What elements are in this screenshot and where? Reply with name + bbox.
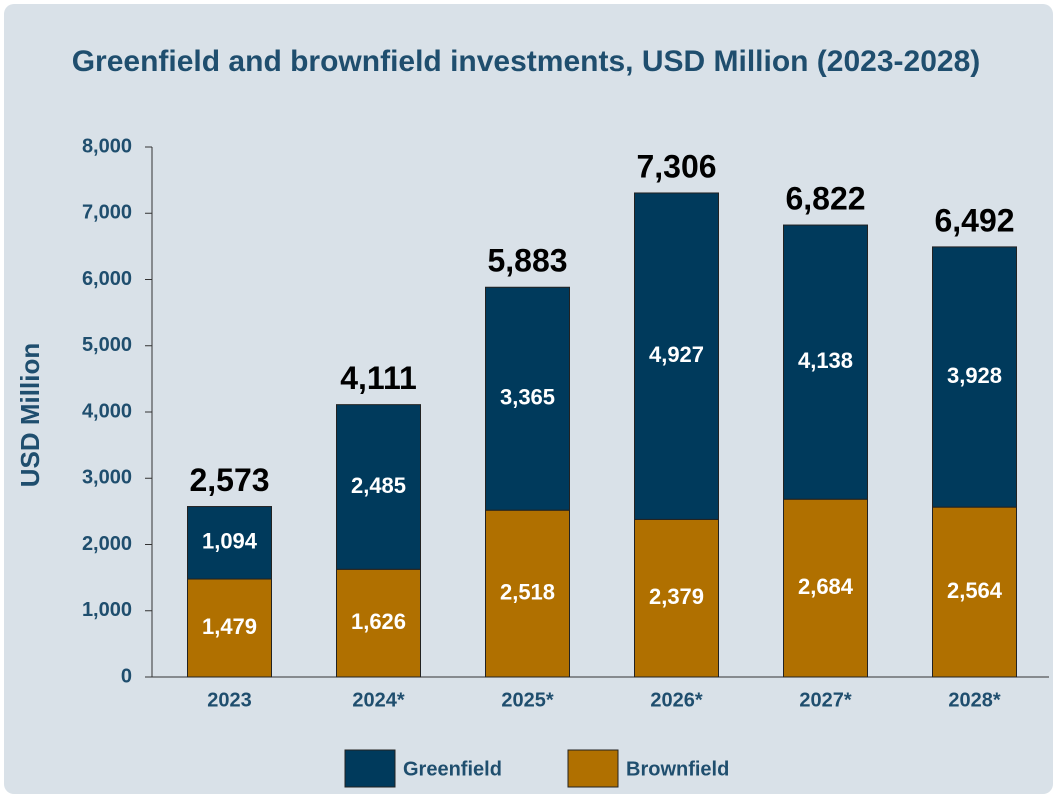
y-tick-label: 6,000 [82,268,132,290]
y-tick-label: 4,000 [82,400,132,422]
total-label: 6,492 [934,202,1014,238]
x-tick-label: 2023 [207,689,252,711]
data-label: 4,927 [649,342,704,367]
bar-segment [932,506,1017,678]
data-label: 4,138 [798,348,853,373]
bar-segment [932,246,1017,508]
bar-segment [187,578,272,678]
y-tick-label: 2,000 [82,533,132,555]
bar-segment [336,568,421,678]
legend-label: Brownfield [626,758,729,780]
data-label: 2,684 [798,574,854,599]
x-tick-label: 2025* [501,689,553,711]
data-label: 1,094 [202,529,258,554]
legend-swatch [344,749,396,788]
x-tick-label: 2024* [352,689,404,711]
data-label: 3,928 [947,363,1002,388]
bar-segment [485,509,570,678]
x-tick-label: 2027* [799,689,851,711]
total-label: 5,883 [487,243,567,279]
legend-label: Greenfield [403,758,502,780]
total-label: 7,306 [636,148,716,184]
x-tick-label: 2028* [948,689,1000,711]
data-label: 1,479 [202,614,257,639]
bar-segment [187,506,272,580]
y-tick-label: 8,000 [82,135,132,157]
y-axis-label: USD Million [15,343,45,487]
y-tick-label: 0 [121,665,132,687]
total-label: 4,111 [340,360,417,396]
data-label: 2,379 [649,584,704,609]
bar-segment [634,192,719,520]
data-label: 1,626 [351,609,406,634]
y-tick-label: 1,000 [82,599,132,621]
bar-segment [336,404,421,570]
bar-segment [783,498,868,678]
y-tick-label: 7,000 [82,202,132,224]
chart-title: Greenfield and brownfield investments, U… [71,45,981,78]
x-tick-label: 2026* [650,689,702,711]
bar-segment [783,224,868,500]
legend-swatch [567,749,619,788]
total-label: 6,822 [785,180,865,216]
data-label: 2,485 [351,473,406,498]
y-tick-label: 5,000 [82,334,132,356]
y-tick-label: 3,000 [82,467,132,489]
data-label: 3,365 [500,385,555,410]
data-label: 2,564 [947,578,1003,603]
bar-segment [485,286,570,511]
data-label: 2,518 [500,579,555,604]
total-label: 2,573 [189,462,269,498]
